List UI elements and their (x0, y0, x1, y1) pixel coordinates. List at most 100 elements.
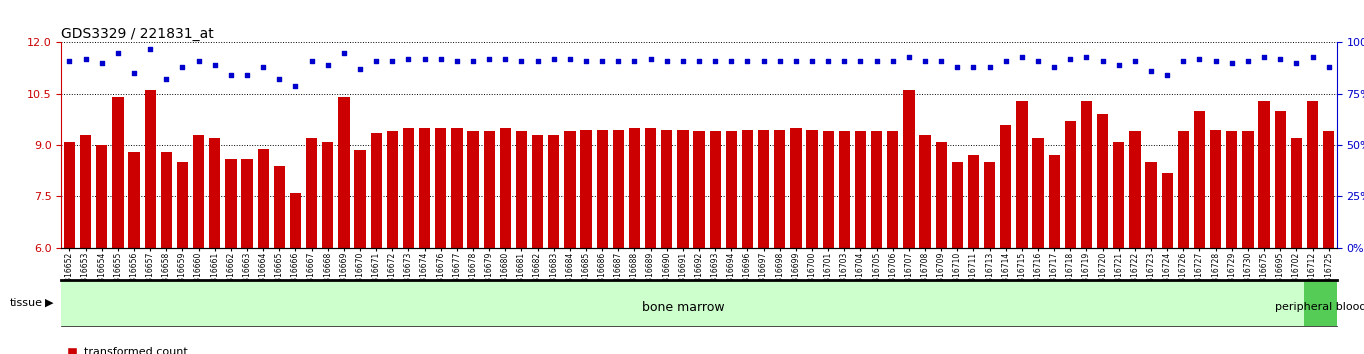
Bar (435, 128, 446, 248)
Bar (581, 130, 592, 248)
Point (349, 66, 371, 72)
Bar (887, 131, 899, 248)
Point (979, 64, 1001, 70)
Bar (338, 97, 349, 248)
Bar (790, 128, 802, 248)
Point (382, 58, 404, 64)
Bar (1097, 114, 1109, 248)
Point (1060, 56, 1082, 62)
Bar (822, 131, 833, 248)
Bar (612, 130, 623, 248)
Legend: transformed count, percentile rank within the sample: transformed count, percentile rank withi… (67, 347, 271, 354)
Point (527, 58, 548, 64)
Point (559, 56, 581, 62)
Bar (952, 162, 963, 248)
Bar (386, 131, 398, 248)
Point (801, 58, 822, 64)
Point (963, 64, 985, 70)
Bar (662, 130, 672, 248)
Text: GDS3329 / 221831_at: GDS3329 / 221831_at (61, 28, 214, 41)
Point (1124, 58, 1146, 64)
Bar (678, 130, 689, 248)
Bar (1307, 101, 1318, 248)
Point (720, 58, 742, 64)
Bar (451, 128, 462, 248)
Bar (1304, 280, 1337, 326)
Text: bone marrow: bone marrow (641, 301, 724, 314)
Bar (1129, 131, 1140, 248)
Bar (548, 135, 559, 248)
Point (576, 58, 597, 64)
Bar (532, 135, 543, 248)
Point (1108, 62, 1129, 68)
Bar (499, 128, 512, 248)
Bar (161, 152, 172, 248)
Bar (1274, 111, 1286, 248)
Bar (225, 159, 236, 248)
Bar (1194, 111, 1206, 248)
Bar (402, 128, 415, 248)
Point (850, 58, 872, 64)
Bar (758, 130, 769, 248)
Point (1221, 60, 1243, 66)
Bar (1000, 125, 1012, 248)
Bar (1243, 131, 1254, 248)
Point (623, 58, 645, 64)
Bar (1290, 138, 1303, 248)
Point (220, 73, 241, 78)
Bar (419, 128, 430, 248)
Point (106, 50, 128, 56)
Bar (742, 130, 753, 248)
Point (1285, 60, 1307, 66)
Bar (872, 131, 883, 248)
Point (366, 58, 387, 64)
Point (543, 56, 565, 62)
Bar (839, 131, 850, 248)
Point (269, 76, 291, 82)
Point (704, 58, 726, 64)
Point (333, 50, 355, 56)
Point (1043, 64, 1065, 70)
Bar (258, 149, 269, 248)
Point (672, 58, 694, 64)
Point (898, 54, 919, 60)
Bar (241, 159, 252, 248)
Point (833, 58, 855, 64)
Bar (1226, 131, 1237, 248)
Point (1076, 54, 1098, 60)
Bar (289, 193, 301, 248)
Point (687, 58, 709, 64)
Point (883, 58, 904, 64)
Point (300, 58, 322, 64)
Point (1027, 58, 1049, 64)
Point (1237, 58, 1259, 64)
Bar (806, 130, 817, 248)
Bar (1065, 121, 1076, 248)
Bar (983, 162, 996, 248)
Point (1011, 54, 1033, 60)
Bar (80, 135, 91, 248)
Point (737, 58, 758, 64)
Bar (1049, 155, 1060, 248)
Point (1270, 56, 1292, 62)
Bar (629, 128, 640, 248)
Point (866, 58, 888, 64)
Bar (112, 97, 124, 248)
Point (769, 58, 791, 64)
Point (947, 64, 968, 70)
Point (1173, 58, 1195, 64)
Point (1091, 58, 1113, 64)
Bar (903, 90, 915, 248)
Bar (936, 142, 947, 248)
Point (1301, 54, 1323, 60)
Bar (709, 131, 720, 248)
Bar (1080, 101, 1093, 248)
Point (123, 70, 145, 76)
Bar (1016, 101, 1027, 248)
Bar (1033, 138, 1043, 248)
Point (494, 56, 516, 62)
Point (203, 62, 225, 68)
Bar (775, 130, 786, 248)
Bar (483, 131, 495, 248)
Bar (64, 142, 75, 248)
